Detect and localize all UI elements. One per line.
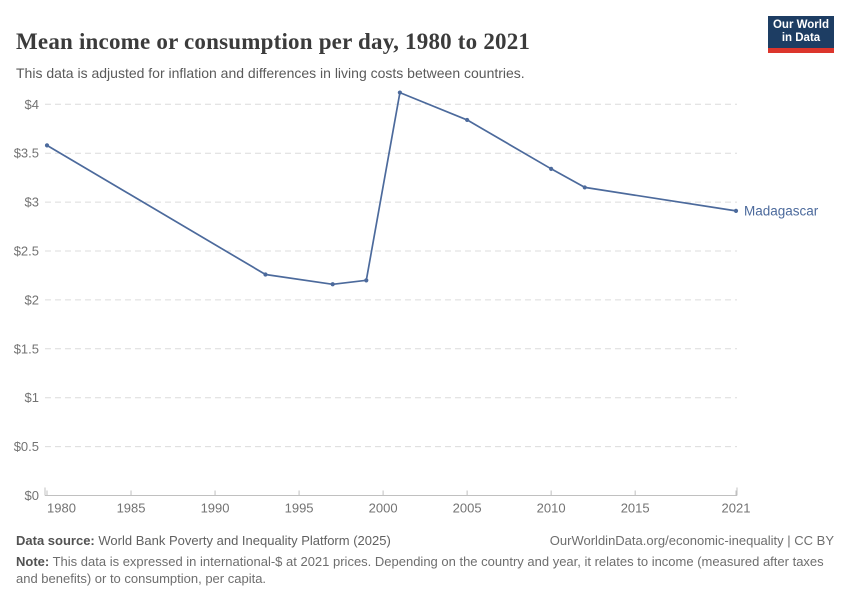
owid-logo-text: Our World in Data [768,16,834,48]
series-line-madagascar[interactable] [46,91,737,286]
y-axis-tick-label: $4 [25,97,39,112]
series-label-madagascar[interactable]: Madagascar [744,203,819,218]
data-source-text: World Bank Poverty and Inequality Platfo… [98,533,391,548]
y-axis-tick-label: $0 [25,488,39,503]
data-point-marker[interactable] [465,117,470,123]
owid-logo-red-bar [768,48,834,53]
note-text: This data is expressed in international-… [16,554,824,586]
data-point-marker[interactable] [549,166,554,171]
data-point-marker[interactable] [733,208,739,214]
x-axis-tick-label: 2010 [537,501,566,516]
x-axis-tick-label: 1990 [201,501,230,516]
data-source-line: Data source: World Bank Poverty and Ineq… [16,533,391,548]
x-axis-tick-label: 1995 [285,501,314,516]
attribution-link[interactable]: OurWorldinData.org/economic-inequality |… [549,533,834,548]
data-source-label: Data source: [16,533,95,548]
data-point-marker[interactable] [330,282,335,287]
y-axis-tick-label: $1 [25,390,39,405]
x-axis-tick-label: 2021 [722,501,751,516]
x-axis-tick-label: 2005 [453,501,482,516]
data-point-marker[interactable] [582,185,587,190]
y-axis-tick-label: $2 [25,292,39,307]
note-label: Note: [16,554,50,569]
x-axis-tick-label: 2000 [369,501,398,516]
y-axis-tick-label: $2.5 [14,244,39,259]
data-point-marker[interactable] [263,272,268,277]
y-axis-tick-label: $3 [25,195,39,210]
x-axis-tick-label: 2015 [621,501,650,516]
y-axis-tick-label: $3.5 [14,146,39,161]
chart-note: Note: This data is expressed in internat… [16,553,834,587]
data-point-marker[interactable] [397,90,403,95]
y-axis-tick-label: $0.5 [14,439,39,454]
x-axis-tick-label: 1985 [117,501,146,516]
data-point-marker[interactable] [44,143,50,148]
chart-footer: Data source: World Bank Poverty and Ineq… [16,533,834,587]
data-point-marker[interactable] [364,278,369,283]
x-axis-tick-label: 1980 [47,501,76,516]
owid-logo[interactable]: Our World in Data [768,16,834,53]
chart-subtitle: This data is adjusted for inflation and … [16,65,525,81]
y-axis-tick-label: $1.5 [14,341,39,356]
page-title: Mean income or consumption per day, 1980… [16,29,531,55]
